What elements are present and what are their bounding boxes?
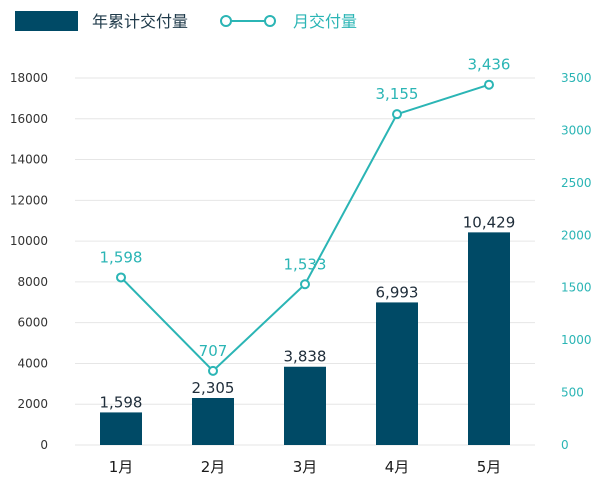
right-axis-tick-label: 2500 <box>561 176 592 190</box>
left-axis-tick-label: 8000 <box>17 275 48 289</box>
bar-value-label: 2,305 <box>192 379 235 397</box>
x-axis-categories: 1月 2月 3月 4月 5月 <box>109 458 502 476</box>
right-y-axis: 0 500 1000 1500 2000 2500 3000 3500 <box>561 71 592 452</box>
x-axis-tick-label: 1月 <box>109 458 134 476</box>
bar <box>376 302 418 445</box>
x-axis-tick-label: 4月 <box>385 458 410 476</box>
left-axis-tick-label: 18000 <box>10 71 48 85</box>
right-axis-tick-label: 1500 <box>561 281 592 295</box>
line-value-label: 3,436 <box>468 56 511 74</box>
right-axis-tick-label: 2000 <box>561 228 592 242</box>
right-axis-tick-label: 0 <box>561 438 569 452</box>
left-axis-tick-label: 12000 <box>10 193 48 207</box>
bar <box>468 232 510 445</box>
right-axis-tick-label: 3500 <box>561 71 592 85</box>
legend-line-label: 月交付量 <box>293 12 357 31</box>
line-point <box>393 110 401 118</box>
left-axis-tick-label: 16000 <box>10 112 48 126</box>
right-axis-tick-label: 1000 <box>561 333 592 347</box>
bar <box>192 398 234 445</box>
legend: 年累计交付量 月交付量 <box>15 11 357 31</box>
line-value-label: 1,533 <box>284 255 327 273</box>
bar-value-label: 3,838 <box>284 348 327 366</box>
legend-line-marker-right <box>265 16 275 26</box>
line-series: 1,598 707 1,533 3,155 3,436 <box>100 56 511 375</box>
legend-bar-label: 年累计交付量 <box>92 12 188 31</box>
right-axis-tick-label: 500 <box>561 386 584 400</box>
legend-bar-swatch <box>15 11 78 31</box>
bar-value-label: 10,429 <box>463 213 516 231</box>
left-axis-tick-label: 6000 <box>17 316 48 330</box>
bar-value-label: 6,993 <box>376 283 419 301</box>
line-value-label: 707 <box>199 342 228 360</box>
legend-line-marker-left <box>221 16 231 26</box>
line-point <box>485 81 493 89</box>
line-value-label: 3,155 <box>376 85 419 103</box>
left-y-axis: 0 2000 4000 6000 8000 10000 12000 14000 16000 180… <box>10 71 48 452</box>
line-value-label: 1,598 <box>100 248 143 266</box>
bar <box>100 412 142 445</box>
line-point <box>209 367 217 375</box>
bar <box>284 367 326 445</box>
bar-series: 1,598 2,305 3,838 6,993 10,429 <box>100 213 516 445</box>
line-point <box>117 273 125 281</box>
left-axis-tick-label: 10000 <box>10 234 48 248</box>
left-axis-tick-label: 2000 <box>17 397 48 411</box>
x-axis-tick-label: 2月 <box>201 458 226 476</box>
left-axis-tick-label: 4000 <box>17 356 48 370</box>
x-axis-tick-label: 5月 <box>477 458 502 476</box>
right-axis-tick-label: 3000 <box>561 123 592 137</box>
line-point <box>301 280 309 288</box>
x-axis-tick-label: 3月 <box>293 458 318 476</box>
left-axis-tick-label: 0 <box>40 438 48 452</box>
left-axis-tick-label: 14000 <box>10 153 48 167</box>
bar-value-label: 1,598 <box>100 393 143 411</box>
series-line <box>121 85 489 371</box>
